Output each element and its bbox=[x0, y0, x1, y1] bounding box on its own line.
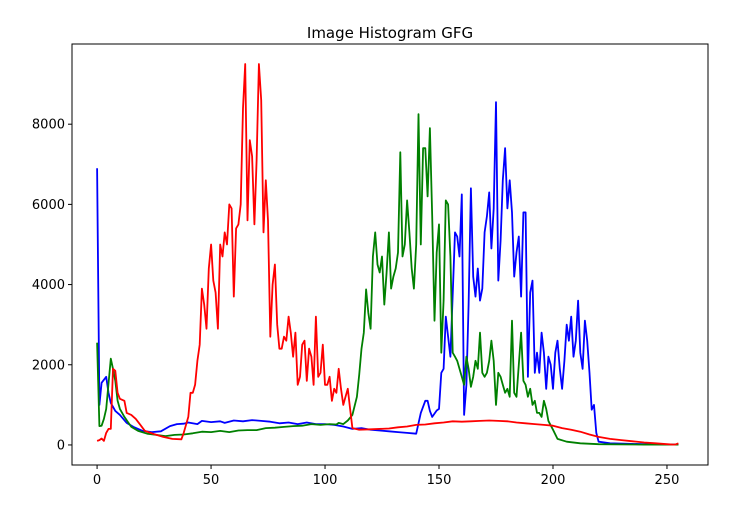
y-tick-label: 4000 bbox=[32, 278, 65, 293]
y-tick-label: 6000 bbox=[32, 198, 65, 213]
series-line-1 bbox=[96, 113, 679, 446]
y-tick-label: 8000 bbox=[32, 118, 65, 133]
x-tick-label: 150 bbox=[427, 473, 452, 488]
series-layer bbox=[96, 63, 679, 446]
y-axis: 0 2000 4000 6000 8000 bbox=[32, 118, 72, 453]
x-axis: 0 50 100 150 200 250 bbox=[93, 465, 679, 488]
x-tick-label: 200 bbox=[541, 473, 566, 488]
y-tick-label: 0 bbox=[57, 438, 65, 453]
series-line-2 bbox=[96, 63, 679, 446]
axes-frame bbox=[71, 43, 709, 466]
x-tick-label: 0 bbox=[93, 473, 101, 488]
chart-title: Image Histogram GFG bbox=[307, 24, 473, 42]
series-line-0 bbox=[96, 101, 679, 446]
x-tick-label: 250 bbox=[655, 473, 680, 488]
y-tick-label: 2000 bbox=[32, 358, 65, 373]
x-tick-label: 50 bbox=[203, 473, 220, 488]
x-tick-label: 100 bbox=[313, 473, 338, 488]
